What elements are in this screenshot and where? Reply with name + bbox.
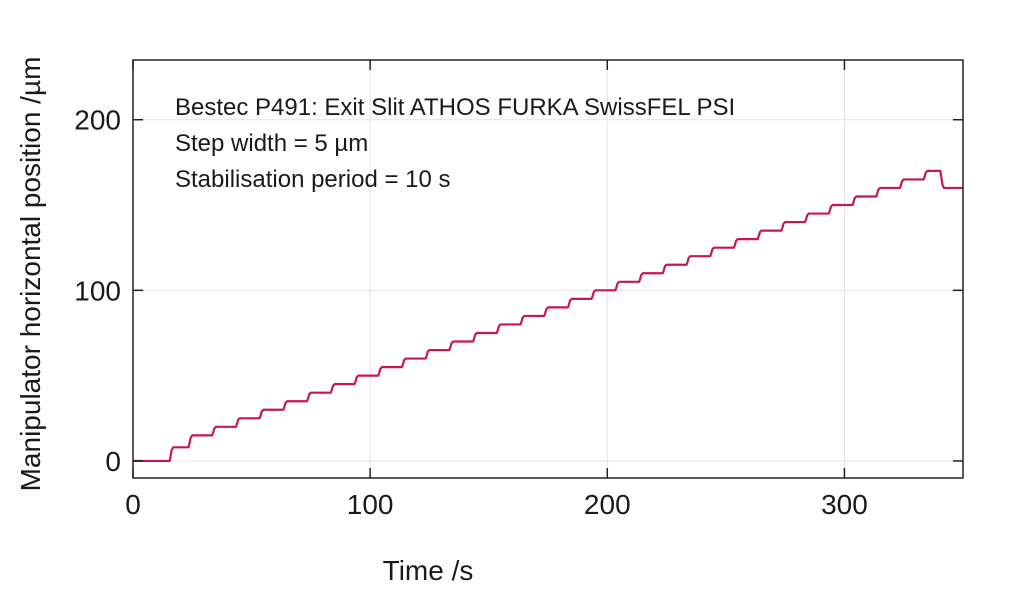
- x-tick-label: 300: [821, 489, 868, 520]
- x-axis: 0 100 200 300: [125, 60, 868, 520]
- y-tick-label: 100: [74, 275, 121, 306]
- y-tick-label: 0: [105, 446, 121, 477]
- annotation-block: Bestec P491: Exit Slit ATHOS FURKA Swiss…: [175, 94, 735, 193]
- series-layer: [133, 169, 963, 463]
- annotation-line: Stabilisation period = 10 s: [175, 166, 451, 193]
- x-axis-title: Time /s: [383, 555, 474, 586]
- x-tick-label: 100: [347, 489, 394, 520]
- annotation-line: Bestec P491: Exit Slit ATHOS FURKA Swiss…: [175, 94, 735, 121]
- x-tick-label: 0: [125, 489, 141, 520]
- y-tick-label: 200: [74, 105, 121, 136]
- grid: [132, 60, 963, 478]
- x-tick-label: 200: [584, 489, 631, 520]
- y-axis: 0 100 200: [74, 105, 963, 477]
- plot-frame: [132, 59, 964, 479]
- annotation-line: Step width = 5 µm: [175, 130, 368, 157]
- y-axis-title: Manipulator horizontal position /µm: [15, 57, 46, 492]
- series-line: [133, 169, 963, 463]
